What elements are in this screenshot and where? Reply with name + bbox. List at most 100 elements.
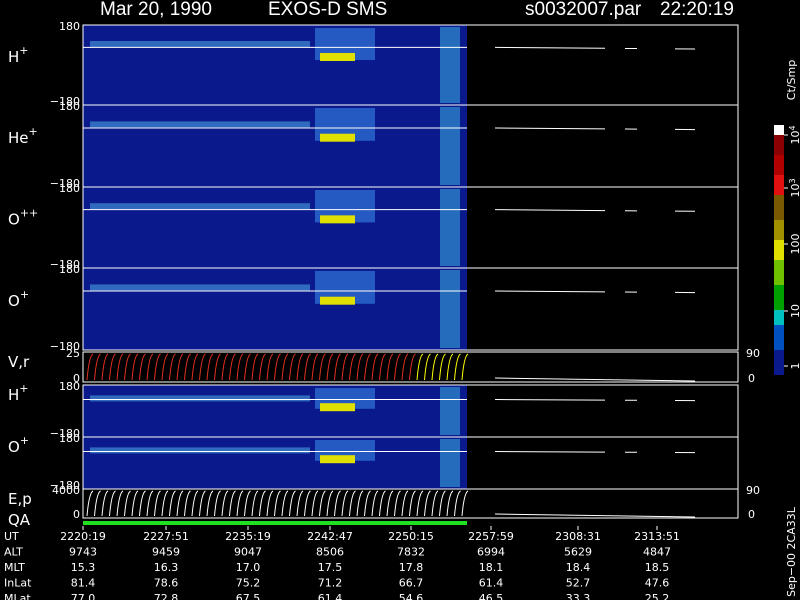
cell: 4847 [643,546,671,559]
spectrum-patch [440,27,460,103]
cell: 5629 [564,546,592,559]
panel-label-text: E,p [8,490,32,508]
sweep [244,490,251,517]
sweep [289,490,296,517]
y-tick-label: 180 [59,20,80,33]
sweep [251,490,259,517]
panel-bg [83,268,467,350]
sweep [131,490,139,517]
sweep [139,353,146,381]
sweep [154,353,161,381]
y-tick-label: 180 [59,432,80,445]
sweep [371,490,379,517]
panel-bg [83,385,467,437]
trace [494,399,696,402]
sweep [191,353,199,381]
panel-label-text: H [8,48,19,66]
sweep [416,353,424,381]
file: s0032007.par [525,0,642,20]
cell: 72.8 [154,592,179,600]
sweep [146,490,154,517]
spectrum-patch [440,107,460,185]
panel-label: V,r [8,353,30,371]
sweep [281,353,289,381]
sweep [169,353,176,381]
panel-label-text: He [8,129,29,147]
sweep [146,353,154,381]
sweep [274,353,281,381]
cell: 66.7 [399,577,424,590]
y2-tick-label: 0 [748,372,755,385]
colorbar-tick-base: 1 [789,363,800,370]
cell: 18.5 [645,561,670,574]
panel-frame [82,488,739,519]
sweep [259,490,266,517]
cell: 47.6 [645,577,670,590]
sweep [281,490,289,517]
sweep [184,353,191,381]
sweep [311,490,319,517]
footer: Sep−00 2CA33L [785,506,798,597]
sweep [206,490,214,517]
sweep [386,353,394,381]
sweep [191,490,199,517]
spectrum-patch [320,403,355,412]
sweep [326,490,334,517]
sweep [101,353,109,381]
sweep [229,490,236,517]
cell: 9743 [69,546,97,559]
sweep [424,490,431,517]
sweep [199,353,206,381]
sweep [161,490,169,517]
cell: 61.4 [318,592,343,600]
sweep [86,353,94,381]
sweep [244,353,251,381]
row-label: ALT [4,546,23,559]
cell: 17.0 [236,561,261,574]
qa-bar [83,521,467,525]
spectrum-patch [320,133,355,142]
sweep [274,490,281,517]
colorbar-unit: Ct/Smp [785,60,798,100]
panel-label-text: V,r [8,353,30,371]
sweep [409,490,416,517]
row-label: InLat [4,577,32,590]
spectrum-patch [440,387,460,435]
sweep [214,353,221,381]
cell: 2308:31 [555,530,601,543]
colorbar-tick: 103 [788,178,800,197]
panel-label-sup: + [29,125,38,138]
spectrum-patch [440,439,460,487]
cell: 78.6 [154,577,179,590]
cell: 7832 [397,546,425,559]
sweep [206,353,214,381]
sweep [334,353,341,381]
sweep [454,490,461,517]
y-tick-label: 0 [73,508,80,521]
sweep [116,353,124,381]
sweep [101,490,109,517]
sweep [266,353,274,381]
panel-label: E,p [8,490,32,508]
sweep [109,490,116,517]
sweep [364,490,371,517]
sweep [394,490,401,517]
panel-label: H+ [8,44,29,66]
cell: 17.8 [399,561,424,574]
sweep [266,490,274,517]
sweep [304,490,311,517]
sweep [439,490,446,517]
sweep [161,353,169,381]
sweep [439,353,446,381]
sweep [349,353,356,381]
y-tick-label: 0 [73,372,80,385]
trace [494,451,696,454]
panel-label-sup: + [19,382,28,395]
cell: 2250:15 [388,530,434,543]
panel-label: H+ [8,382,29,404]
y-tick-label: −180 [50,427,80,440]
panel-label-sup: + [20,288,29,301]
sweep [356,353,364,381]
spectrum-patch [440,270,460,348]
